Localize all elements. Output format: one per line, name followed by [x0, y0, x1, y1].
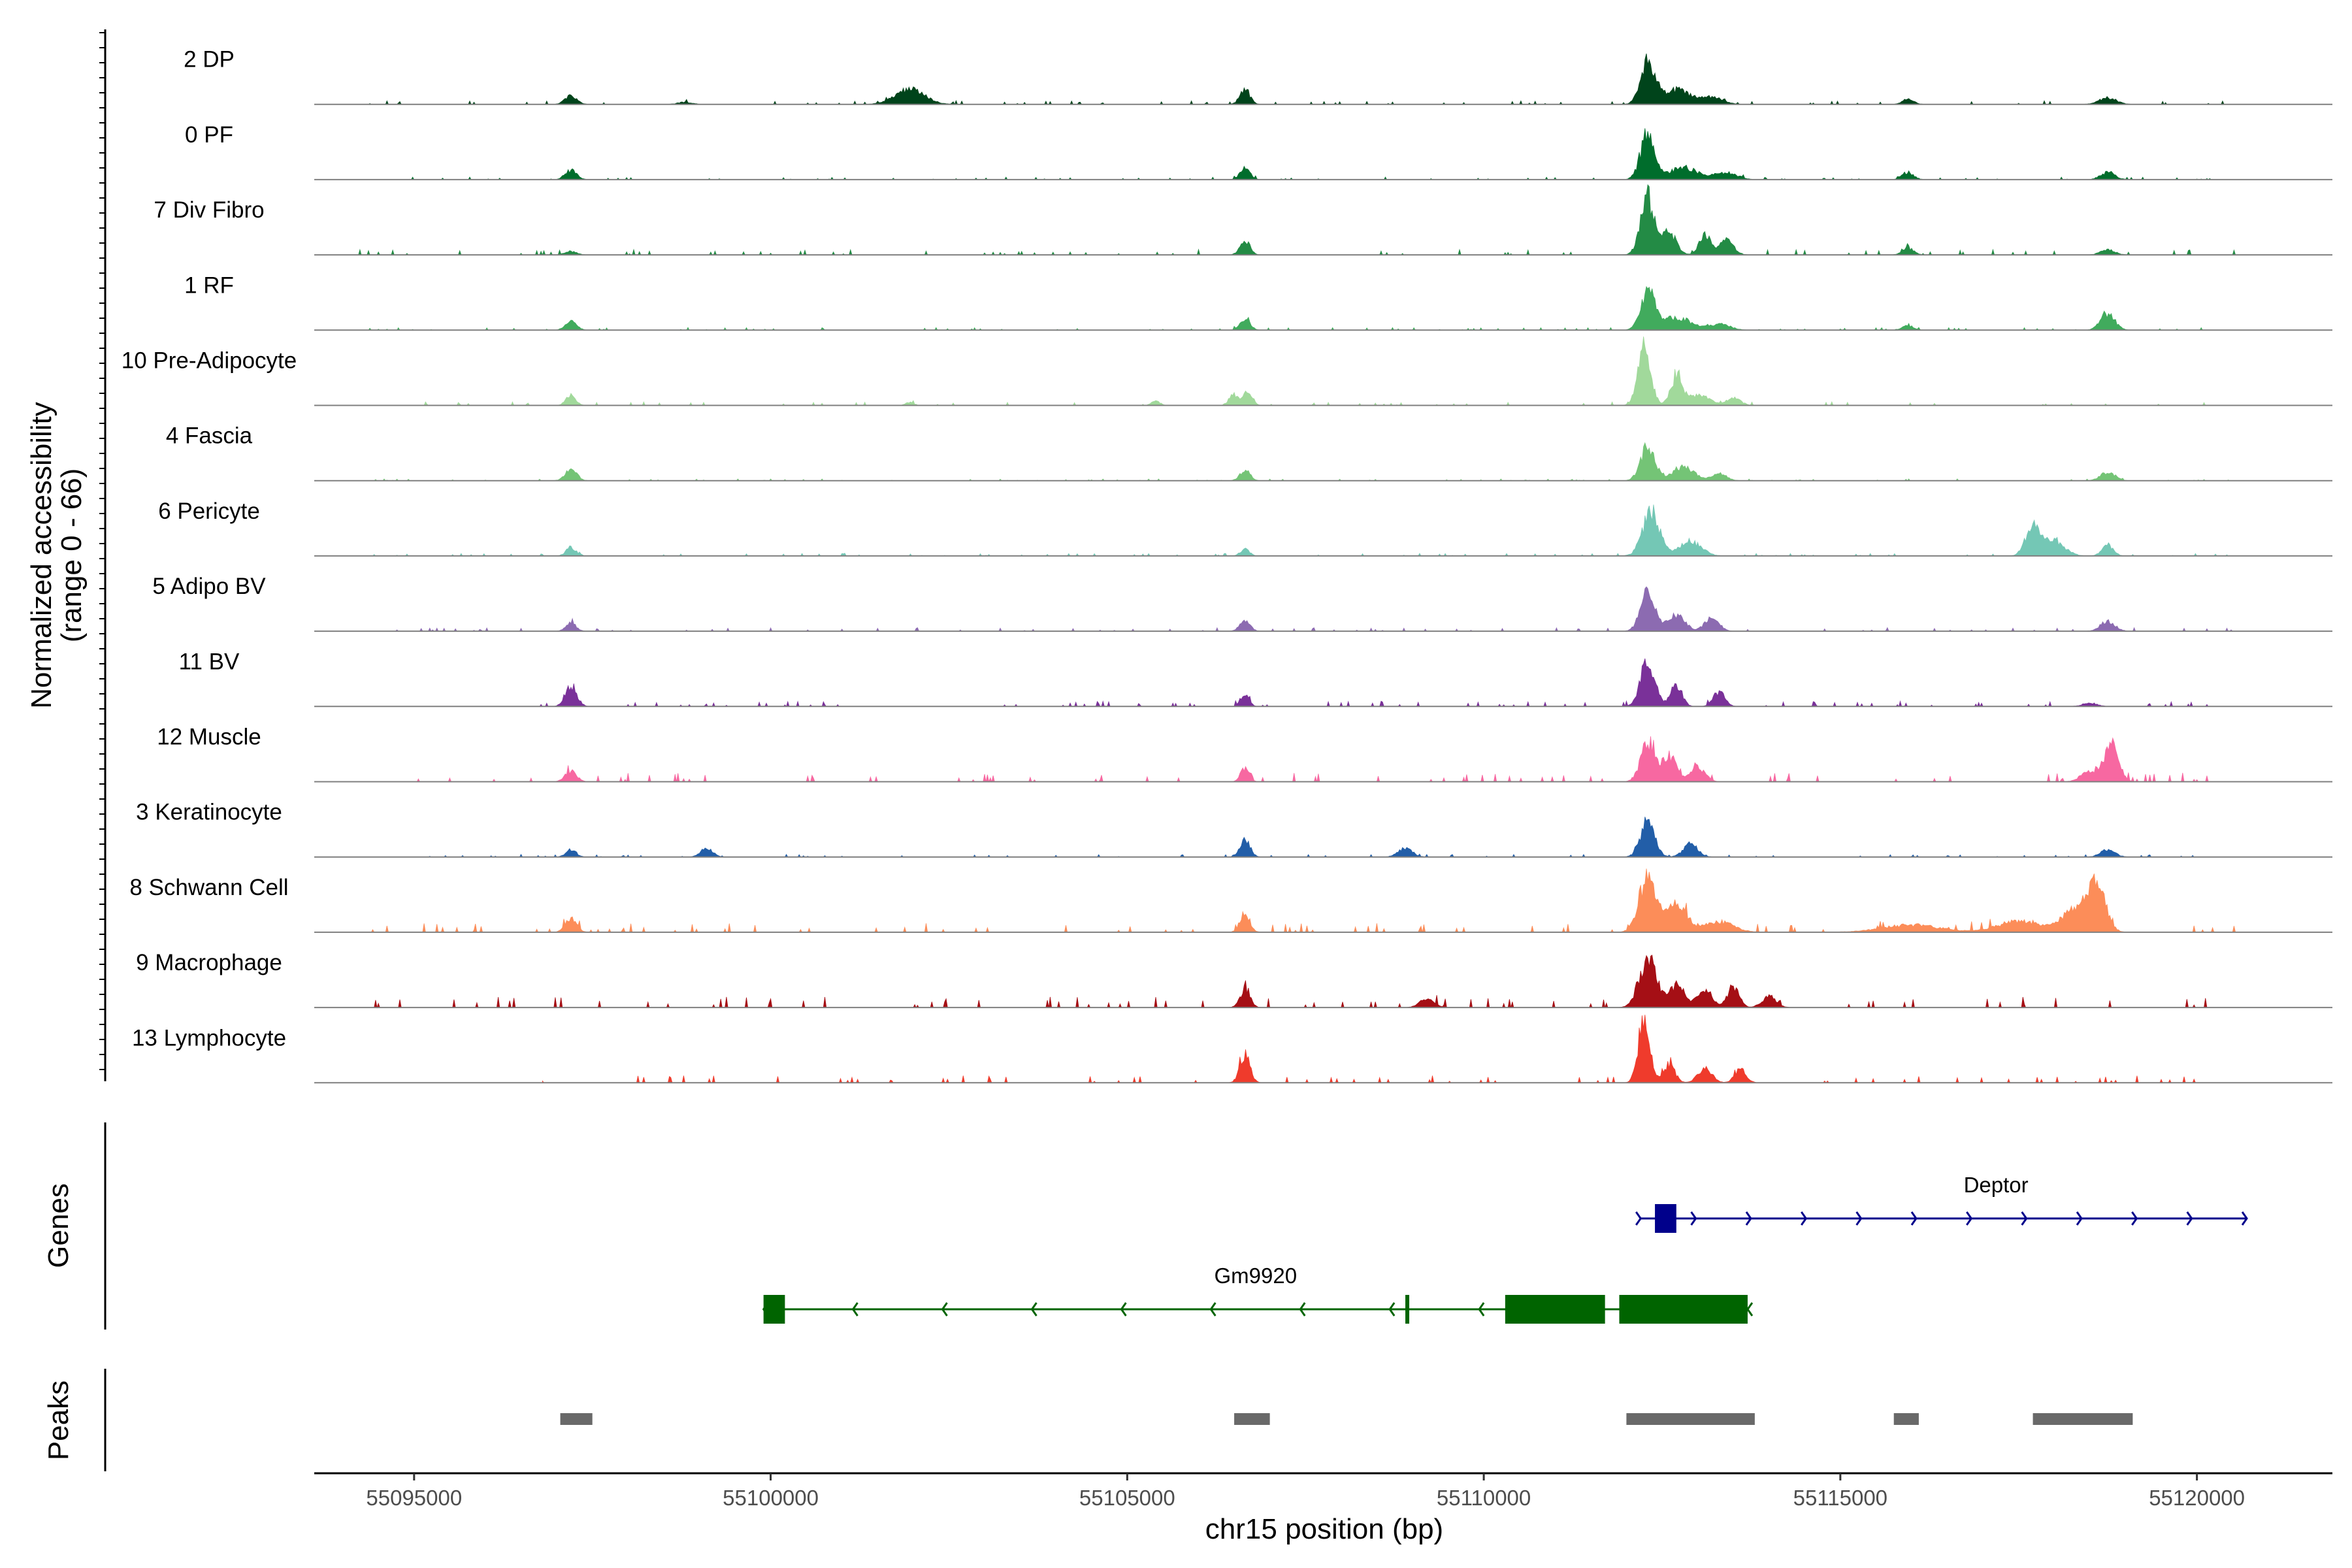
track-10: 12 Muscle	[157, 725, 2332, 783]
peak-region	[1234, 1413, 1270, 1425]
track-9: 11 BV	[179, 649, 2332, 708]
strand-arrow	[1746, 1302, 1754, 1316]
x-tick-label: 55115000	[1793, 1486, 1887, 1510]
gene-gm9920: Gm9920	[762, 1264, 1754, 1324]
track-5: 10 Pre-Adipocyte	[122, 336, 2332, 406]
strand-arrow	[1635, 1211, 1642, 1226]
track-signal	[542, 1015, 2240, 1084]
track-signal	[357, 128, 2240, 180]
peaks-panel-title: Peaks	[42, 1380, 74, 1460]
track-label: 2 DP	[184, 47, 235, 73]
y-axis-title-line1: Normalized accessibility	[25, 402, 57, 708]
track-signal	[357, 586, 2240, 632]
track-7: 6 Pericyte	[158, 498, 2332, 557]
strand-arrow	[2241, 1211, 2248, 1226]
strand-arrow	[2076, 1211, 2083, 1226]
track-13: 9 Macrophage	[136, 950, 2332, 1009]
track-signal	[357, 504, 2240, 557]
track-6: 4 Fascia	[166, 423, 2332, 482]
strand-arrow	[2131, 1211, 2138, 1226]
y-axis-title-line2: (range 0 - 66)	[56, 468, 88, 643]
track-signal	[406, 736, 2219, 783]
genes-panel-title: Genes	[42, 1183, 74, 1268]
track-signal	[357, 336, 2240, 406]
exon	[1655, 1204, 1676, 1233]
accessibility-tracks: 2 DP 0 PF 7 Div Fibro 1 RF 10 Pre-Adipocyte 4…	[122, 47, 2332, 1084]
track-label: 5 Adipo BV	[152, 574, 266, 599]
track-signal	[357, 54, 2240, 105]
strand-arrow	[2021, 1211, 2028, 1226]
strand-arrow	[941, 1302, 948, 1316]
strand-arrow	[1690, 1211, 1697, 1226]
track-signal	[357, 817, 2240, 858]
track-signal	[357, 184, 2240, 256]
strand-arrow	[2186, 1211, 2193, 1226]
track-signal	[357, 955, 2240, 1009]
track-label: 13 Lymphocyte	[132, 1025, 286, 1051]
track-label: 10 Pre-Adipocyte	[122, 348, 297, 374]
peak-region	[560, 1413, 593, 1425]
track-signal	[357, 286, 2240, 331]
x-tick-label: 55105000	[1079, 1486, 1175, 1510]
x-tick-label: 55110000	[1437, 1486, 1531, 1510]
exon	[1505, 1295, 1605, 1324]
track-label: 12 Muscle	[157, 725, 261, 750]
strand-arrow	[1030, 1302, 1037, 1316]
track-14: 13 Lymphocyte	[132, 1015, 2332, 1084]
track-label: 0 PF	[185, 122, 233, 148]
strand-arrow	[1801, 1211, 1808, 1226]
strand-arrow	[1120, 1302, 1127, 1316]
strand-arrow	[1910, 1211, 1918, 1226]
track-signal	[528, 658, 2240, 708]
track-4: 1 RF	[184, 272, 2332, 331]
exon	[1405, 1295, 1410, 1324]
x-tick-label: 55100000	[723, 1486, 819, 1510]
exon	[1619, 1295, 1748, 1324]
gene-deptor: Deptor	[1635, 1173, 2248, 1233]
peak-region	[2033, 1413, 2133, 1425]
peaks-panel	[560, 1413, 2133, 1425]
genes-panel: Deptor Gm9920	[762, 1173, 2248, 1324]
track-11: 3 Keratinocyte	[136, 800, 2332, 858]
track-signal	[357, 868, 2240, 934]
x-tick-label: 55095000	[366, 1486, 462, 1510]
track-label: 9 Macrophage	[136, 950, 282, 975]
track-label: 1 RF	[184, 272, 234, 298]
track-label: 7 Div Fibro	[154, 197, 264, 223]
track-label: 3 Keratinocyte	[136, 800, 282, 825]
track-label: 8 Schwann Cell	[129, 875, 288, 900]
gene-label: Gm9920	[1215, 1264, 1298, 1288]
track-signal	[357, 442, 2240, 482]
x-axis-title: chr15 position (bp)	[1205, 1513, 1443, 1545]
exon	[763, 1295, 785, 1324]
track-label: 6 Pericyte	[158, 498, 260, 524]
track-label: 11 BV	[179, 649, 240, 674]
track-12: 8 Schwann Cell	[129, 868, 2332, 934]
peak-region	[1893, 1413, 1919, 1425]
track-1: 2 DP	[184, 47, 2332, 105]
peak-region	[1626, 1413, 1755, 1425]
x-axis-ticks: 55095000 55100000 55105000 55110000 55115000…	[366, 1473, 2245, 1510]
x-tick-label: 55120000	[2149, 1486, 2245, 1510]
gene-label: Deptor	[1964, 1173, 2029, 1197]
strand-arrow	[851, 1302, 858, 1316]
strand-arrow	[1478, 1302, 1485, 1316]
track-label: 4 Fascia	[166, 423, 253, 449]
track-3: 7 Div Fibro	[154, 184, 2332, 256]
strand-arrow	[1855, 1211, 1863, 1226]
strand-arrow	[1966, 1211, 1973, 1226]
track-8: 5 Adipo BV	[152, 574, 2332, 632]
y-axis-ticks	[99, 32, 105, 1070]
track-2: 0 PF	[185, 122, 2332, 180]
strand-arrow	[1388, 1302, 1396, 1316]
strand-arrow	[1299, 1302, 1306, 1316]
strand-arrow	[1209, 1302, 1217, 1316]
strand-arrow	[1745, 1211, 1752, 1226]
